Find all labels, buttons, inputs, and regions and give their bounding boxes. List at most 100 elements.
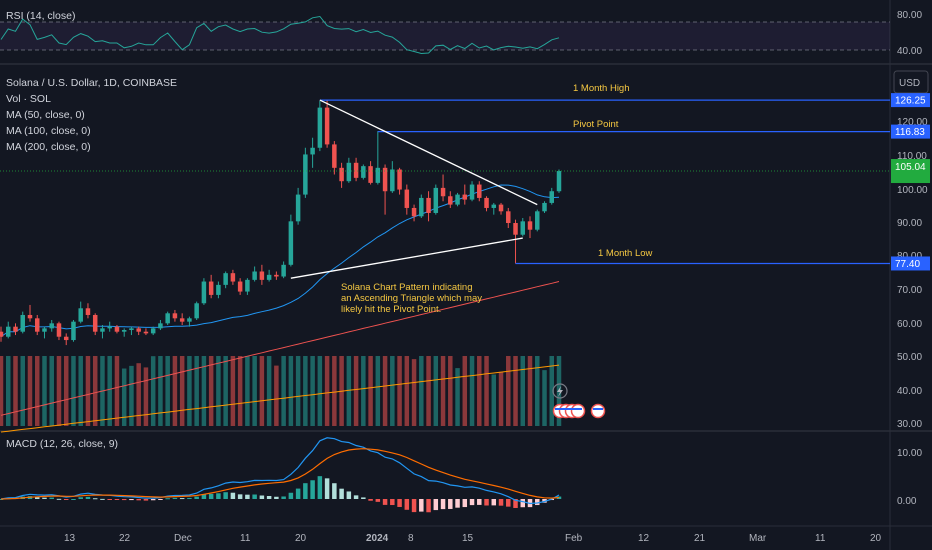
candle-body	[324, 107, 330, 145]
month-low-tag: 77.40	[891, 256, 930, 271]
candle-body	[274, 274, 279, 277]
price-tick-60: 60.00	[897, 319, 922, 330]
price-tick-40: 40.00	[897, 386, 922, 397]
candle-body	[535, 211, 540, 230]
flag-stripe	[555, 408, 582, 410]
candle-body	[455, 194, 460, 205]
macd-histogram-bar	[346, 491, 352, 499]
triangle-upper-trendline[interactable]	[319, 99, 538, 206]
candle-body	[49, 323, 54, 329]
candle-body	[375, 167, 381, 183]
candle-body	[303, 154, 308, 195]
candle-body	[114, 326, 120, 332]
volume-bar	[201, 356, 207, 426]
volume-bar	[114, 356, 120, 426]
macd-histogram-bar	[136, 499, 141, 501]
triangle-lower-trendline[interactable]	[290, 237, 523, 279]
volume-bar	[223, 356, 228, 426]
candle-body	[390, 169, 395, 192]
volume-bar	[172, 356, 178, 426]
volume-bar	[259, 356, 265, 426]
svg-text:77.40: 77.40	[895, 259, 920, 270]
rsi-band	[0, 22, 890, 50]
macd-histogram-bar	[179, 498, 185, 500]
time-tick: 22	[119, 533, 131, 544]
volume-bar	[484, 356, 489, 426]
macd-histogram-bar	[216, 493, 221, 499]
macd-histogram-bar	[419, 499, 424, 512]
candle-body	[346, 162, 352, 182]
macd-label: MACD (12, 26, close, 9)	[6, 438, 118, 450]
candle-body	[63, 336, 69, 341]
macd-histogram-bar	[469, 499, 475, 506]
us-flag-event-icon[interactable]	[590, 403, 606, 419]
volume-bar	[129, 365, 134, 426]
price-tick-90: 90.00	[897, 218, 922, 229]
volume-bar	[520, 356, 526, 426]
price-tick-70: 70.00	[897, 285, 922, 296]
volume-bar	[455, 368, 460, 426]
events-icon-group[interactable]	[552, 383, 606, 419]
volume-bar	[448, 356, 453, 426]
candle-body	[527, 221, 533, 230]
us-flag-event-icon[interactable]	[570, 403, 586, 419]
volume-bar	[527, 356, 533, 426]
macd-histogram-bar	[252, 494, 257, 499]
macd-histogram-bar	[506, 499, 511, 507]
macd-line	[0, 437, 560, 505]
volume-bar	[397, 356, 402, 426]
month-high-tag: 126.25	[891, 93, 930, 108]
macd-histogram-bar	[397, 499, 402, 507]
macd-histogram-bar	[310, 480, 315, 499]
candle-body	[56, 323, 62, 337]
candle-body	[353, 162, 359, 178]
volume-bar	[121, 368, 127, 426]
ma100-line	[0, 281, 560, 416]
volume-bar	[411, 359, 417, 426]
volume-bar	[266, 356, 272, 426]
macd-histogram-bar	[426, 499, 431, 513]
lightning-event-icon[interactable]	[552, 383, 568, 399]
macd-histogram-bar	[332, 483, 337, 499]
volume-bar	[332, 356, 337, 426]
volume-bar	[368, 356, 373, 426]
candle-body	[230, 273, 236, 282]
candle-body	[158, 323, 163, 329]
macd-histogram-bar	[303, 483, 308, 499]
macd-histogram-bar	[194, 496, 199, 499]
candle-body	[295, 194, 301, 222]
macd-histogram-bar	[535, 499, 540, 506]
macd-histogram-bar	[187, 497, 192, 499]
candle-body	[281, 264, 286, 277]
macd-histogram-bar	[462, 499, 468, 508]
volume-bar	[245, 356, 250, 426]
candle-body	[382, 167, 388, 192]
ma200-line	[0, 364, 560, 433]
candle-body	[556, 171, 562, 192]
macd-histogram-bar	[339, 488, 344, 499]
candle-body	[477, 184, 482, 198]
price-tick-50: 50.00	[897, 352, 922, 363]
ma100-label: MA (100, close, 0)	[6, 125, 91, 137]
candle-body	[216, 284, 221, 295]
macd-histogram-bar	[245, 494, 250, 499]
currency-button[interactable]	[893, 70, 929, 94]
candle-body	[491, 204, 497, 208]
volume-bar	[419, 356, 424, 426]
macd-histogram-bar	[56, 498, 62, 500]
volume-bar	[295, 356, 301, 426]
time-tick: 11	[240, 533, 251, 544]
volume-bar	[303, 356, 308, 426]
volume-bar	[274, 365, 279, 426]
candle-body	[498, 204, 504, 212]
macd-histogram-bar	[100, 498, 105, 500]
volume-bar	[404, 356, 410, 426]
volume-bar	[56, 356, 62, 426]
candle-body	[245, 279, 250, 292]
time-tick: 12	[638, 533, 650, 544]
volume-bar	[281, 356, 286, 426]
volume-bar	[63, 356, 69, 426]
rsi-tick-80: 80.00	[897, 10, 922, 21]
volume-bar	[542, 370, 547, 426]
macd-histogram-bar	[223, 492, 228, 499]
